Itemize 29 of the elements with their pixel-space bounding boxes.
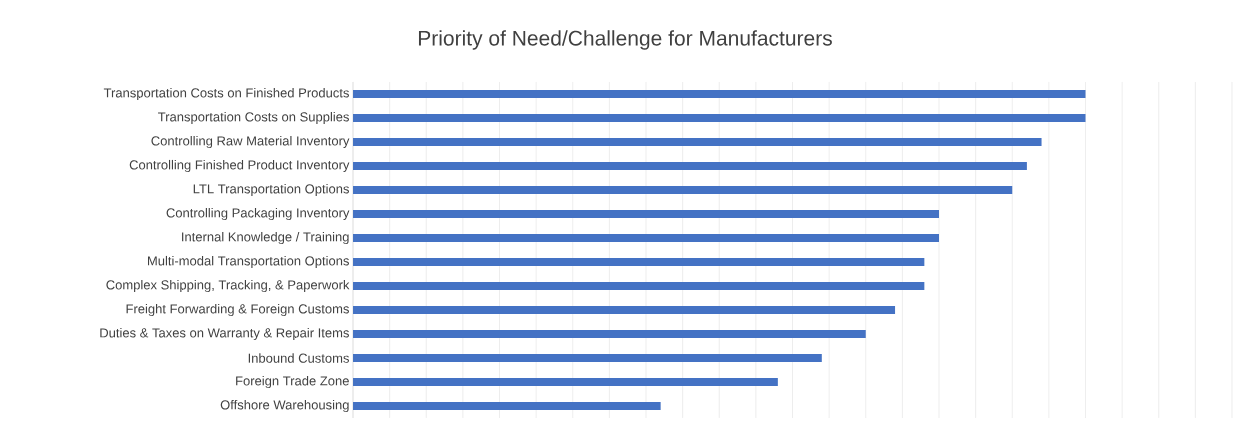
bar bbox=[353, 377, 778, 386]
chart-title: Priority of Need/Challenge for Manufacturers bbox=[418, 30, 832, 50]
bar bbox=[353, 305, 896, 314]
bar bbox=[353, 209, 939, 218]
bar bbox=[353, 138, 1042, 146]
bar bbox=[353, 329, 866, 338]
bar bbox=[353, 185, 1013, 194]
y-tick-label: Inbound Customs bbox=[248, 353, 349, 363]
bar bbox=[353, 90, 1086, 98]
y-tick-label: Internal Knowledge / Training bbox=[182, 231, 349, 245]
y-tick-label: Complex Shipping, Tracking, & Paperwork bbox=[106, 279, 350, 293]
y-tick-label: Foreign Trade Zone bbox=[236, 375, 349, 389]
y-tick-label: Offshore Warehousing bbox=[220, 399, 349, 413]
y-tick-label: Controlling Finished Product Inventory bbox=[129, 159, 350, 173]
y-tick-label: Multi-modal Transportation Options bbox=[148, 255, 349, 269]
y-tick-label: Freight Forwarding & Foreign Customs bbox=[126, 303, 349, 317]
bar bbox=[353, 114, 1086, 122]
bar bbox=[353, 257, 925, 266]
bar bbox=[353, 401, 661, 410]
y-tick-label: Duties & Taxes on Warranty & Repair Items bbox=[100, 327, 349, 341]
bar bbox=[353, 161, 1027, 170]
y-tick-label: LTL Transportation Options bbox=[193, 183, 349, 197]
y-tick-label: Transportation Costs on Supplies bbox=[158, 111, 349, 125]
bar bbox=[353, 353, 822, 362]
bar bbox=[353, 281, 925, 290]
y-tick-label: Transportation Costs on Finished Products bbox=[103, 87, 349, 101]
y-tick-label: Controlling Raw Material Inventory bbox=[151, 135, 350, 149]
bar bbox=[353, 233, 939, 242]
y-tick-label: Controlling Packaging Inventory bbox=[166, 207, 350, 221]
